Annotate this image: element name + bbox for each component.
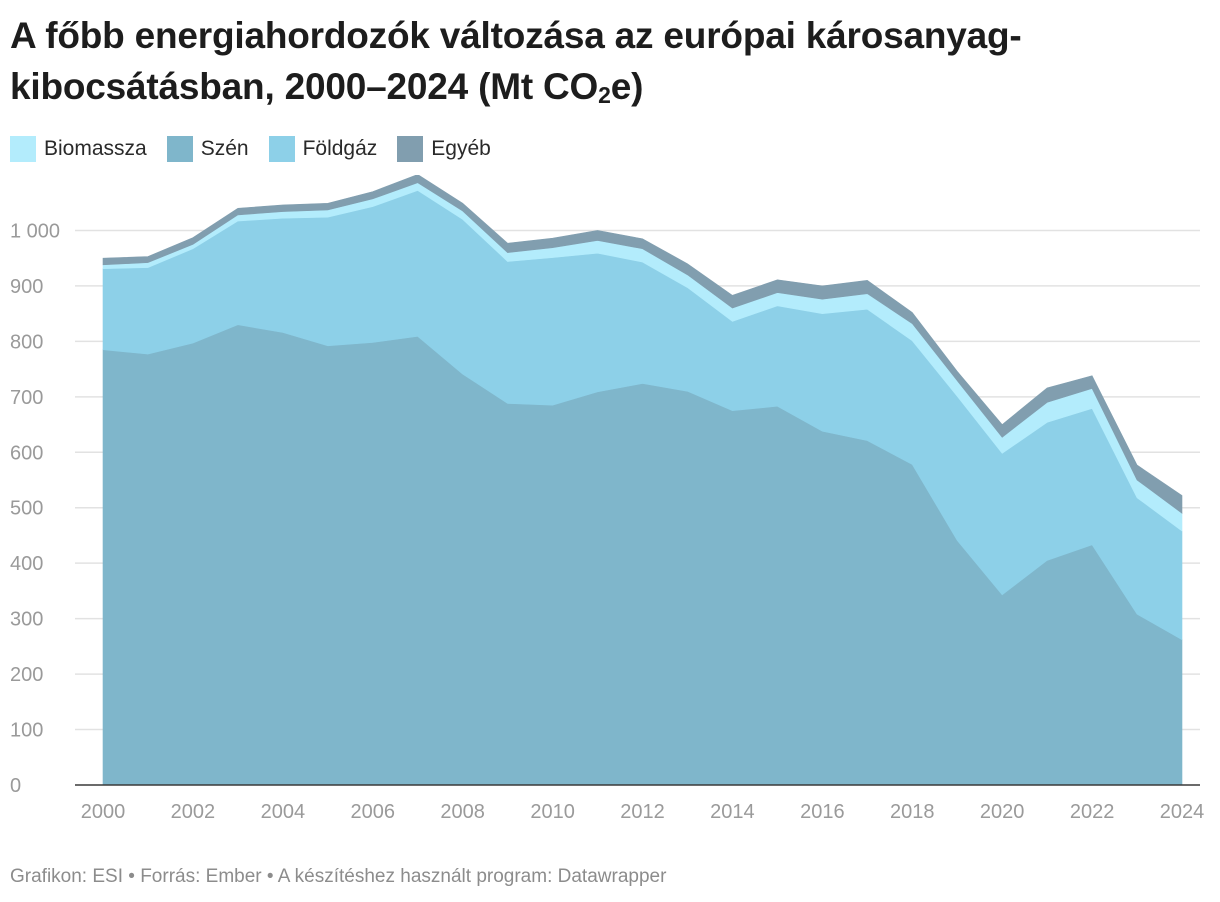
legend-label-egyeb: Egyéb	[431, 137, 491, 160]
x-tick-label-2024: 2024	[1160, 801, 1205, 823]
x-tick-label-2014: 2014	[710, 801, 755, 823]
x-tick-label-2016: 2016	[800, 801, 845, 823]
y-tick-label-1000: 1 000	[10, 220, 60, 242]
y-tick-label-400: 400	[10, 553, 43, 575]
legend-label-foldgaz: Földgáz	[302, 137, 378, 160]
x-tick-label-2000: 2000	[81, 801, 126, 823]
legend-label-biomassza: Biomassza	[44, 137, 147, 160]
legend-item-egyeb[interactable]: Egyéb	[397, 136, 491, 162]
chart-title-subscript: 2	[598, 82, 611, 109]
legend-item-szen[interactable]: Szén	[166, 136, 249, 162]
legend-swatch-egyeb	[397, 136, 424, 162]
y-tick-label-600: 600	[10, 442, 43, 464]
legend: Biomassza Szén Földgáz Egyéb	[10, 134, 491, 164]
legend-swatch-foldgaz	[268, 136, 295, 162]
y-tick-label-700: 700	[10, 387, 43, 409]
chart-title-main: A főbb energiahordozók változása az euró…	[10, 15, 1022, 107]
x-tick-label-2004: 2004	[261, 801, 306, 823]
legend-item-biomassza[interactable]: Biomassza	[10, 136, 147, 162]
area-series	[102, 175, 1183, 786]
area-egyeb[interactable]	[102, 175, 1183, 514]
y-tick-label-900: 900	[10, 276, 43, 298]
axes: 0 100 200 300 400 500 600 700 800 900 1 000 2000 200…	[10, 220, 1204, 823]
legend-swatch-szen	[166, 136, 193, 162]
x-tick-label-2008: 2008	[440, 801, 485, 823]
x-tick-label-2022: 2022	[1070, 801, 1115, 823]
y-tick-label-800: 800	[10, 331, 43, 353]
chart-footer: Grafikon: ESI • Forrás: Ember • A készít…	[10, 866, 667, 887]
x-tick-label-2018: 2018	[890, 801, 935, 823]
legend-swatch-biomassza	[10, 136, 36, 162]
y-tick-label-100: 100	[10, 720, 43, 742]
legend-item-foldgaz[interactable]: Földgáz	[268, 136, 378, 162]
x-tick-label-2010: 2010	[530, 801, 575, 823]
chart-title-end: e)	[610, 66, 644, 107]
y-tick-label-500: 500	[10, 498, 43, 520]
y-tick-label-300: 300	[10, 609, 43, 631]
x-tick-label-2002: 2002	[171, 801, 216, 823]
x-tick-label-2006: 2006	[351, 801, 396, 823]
legend-label-szen: Szén	[200, 137, 249, 160]
stacked-area-chart: 0 100 200 300 400 500 600 700 800 900 1 000 2000 200…	[10, 175, 1204, 823]
x-tick-label-2012: 2012	[620, 801, 665, 823]
chart-title: A főbb energiahordozók változása az euró…	[10, 10, 1200, 112]
x-tick-label-2020: 2020	[980, 801, 1025, 823]
y-tick-label-0: 0	[10, 775, 21, 797]
y-tick-label-200: 200	[10, 664, 43, 686]
